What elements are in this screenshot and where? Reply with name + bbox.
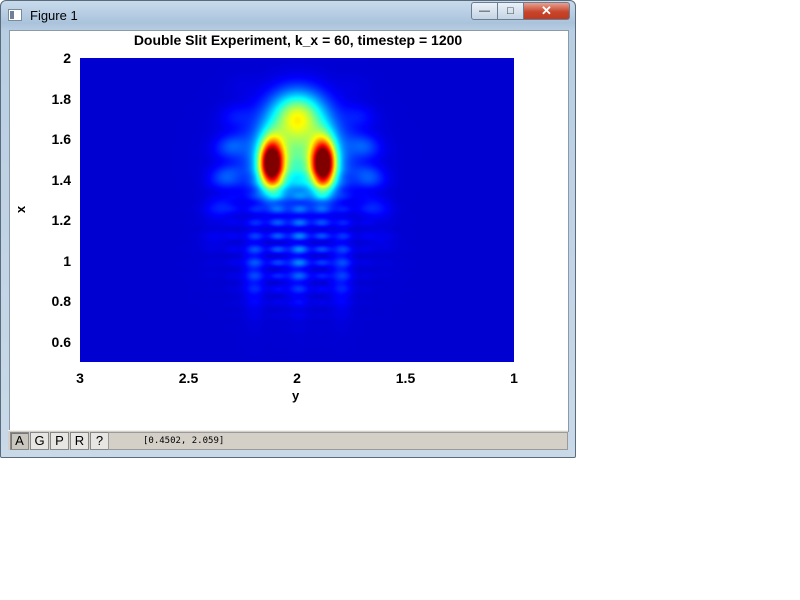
toolbar-button-g[interactable]: G — [30, 432, 49, 450]
coordinate-readout: [0.4502, 2.059] — [108, 432, 568, 450]
y-tick-label: 2 — [63, 50, 71, 66]
plot-area[interactable] — [80, 58, 514, 362]
title-bar[interactable]: Figure 1 — □ ✕ — [1, 1, 575, 29]
maximize-button[interactable]: □ — [498, 2, 524, 20]
minimize-button[interactable]: — — [471, 2, 498, 20]
figure-toolbar: A G P R ? [0.4502, 2.059] — [8, 430, 568, 450]
y-tick-label: 0.6 — [51, 333, 71, 350]
y-tick-label: 0.8 — [51, 293, 71, 310]
y-tick-label: 1.4 — [51, 171, 71, 188]
window-app-icon — [8, 9, 22, 21]
x-tick-label: 1.5 — [395, 370, 416, 386]
toolbar-button-help[interactable]: ? — [90, 432, 109, 450]
toolbar-button-r[interactable]: R — [70, 432, 89, 450]
x-tick-label: 1 — [510, 370, 518, 386]
chart-title: Double Slit Experiment, k_x = 60, timest… — [133, 32, 463, 48]
y-tick-label: 1.6 — [51, 131, 71, 148]
x-tick-label: 2 — [293, 370, 301, 386]
minimize-icon: — — [479, 5, 490, 17]
x-axis-label: y — [292, 388, 300, 403]
toolbar-button-p[interactable]: P — [50, 432, 69, 450]
y-tick-label: 1 — [63, 252, 71, 269]
maximize-icon: □ — [507, 5, 514, 17]
close-button[interactable]: ✕ — [524, 2, 570, 20]
x-tick-label: 3 — [76, 370, 84, 386]
y-tick-label: 1.2 — [51, 212, 71, 229]
y-axis-label: x — [13, 205, 29, 214]
y-tick-label: 1.8 — [51, 90, 71, 107]
window-controls: — □ ✕ — [471, 2, 570, 20]
close-icon: ✕ — [541, 3, 552, 18]
x-tick-label: 2.5 — [178, 370, 199, 386]
toolbar-button-a[interactable]: A — [10, 432, 29, 450]
heatmap-image — [80, 58, 514, 362]
window-title: Figure 1 — [30, 8, 78, 23]
